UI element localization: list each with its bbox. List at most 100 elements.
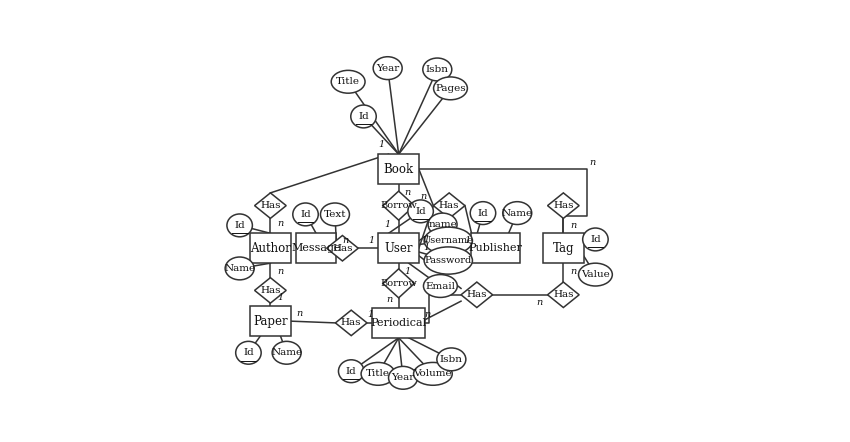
Text: Id: Id — [300, 210, 311, 219]
Text: n: n — [386, 295, 392, 304]
Ellipse shape — [434, 77, 468, 100]
FancyBboxPatch shape — [471, 233, 520, 263]
Text: 1: 1 — [384, 220, 391, 229]
Text: Has: Has — [553, 201, 574, 210]
Text: Author: Author — [250, 242, 291, 255]
Text: 1: 1 — [423, 235, 430, 244]
Polygon shape — [461, 282, 493, 308]
Ellipse shape — [227, 214, 252, 237]
Text: Value: Value — [581, 270, 609, 279]
Text: Book: Book — [383, 163, 414, 175]
FancyBboxPatch shape — [543, 233, 584, 263]
Text: 1: 1 — [368, 236, 375, 245]
Text: Volume: Volume — [414, 370, 452, 378]
Polygon shape — [326, 236, 358, 261]
Text: Text: Text — [324, 210, 346, 219]
Text: Pages: Pages — [435, 84, 466, 93]
Ellipse shape — [422, 58, 452, 81]
Polygon shape — [382, 191, 415, 220]
Text: n: n — [277, 219, 283, 228]
Ellipse shape — [579, 263, 612, 286]
Polygon shape — [336, 310, 367, 335]
Text: n: n — [570, 221, 576, 230]
Polygon shape — [434, 193, 465, 218]
Polygon shape — [255, 193, 286, 218]
Text: Title: Title — [336, 77, 360, 86]
Text: Isbn: Isbn — [439, 355, 463, 364]
Ellipse shape — [272, 341, 301, 364]
Text: name: name — [428, 220, 457, 229]
Text: n: n — [342, 236, 348, 245]
Ellipse shape — [361, 362, 395, 385]
Text: Has: Has — [439, 201, 459, 210]
Ellipse shape — [424, 227, 473, 255]
Text: Paper: Paper — [253, 315, 287, 328]
Text: n: n — [536, 298, 543, 307]
Text: n: n — [424, 310, 431, 320]
Text: Year: Year — [391, 373, 415, 382]
Text: Id: Id — [478, 209, 489, 217]
Ellipse shape — [235, 341, 261, 364]
Text: Name: Name — [271, 348, 303, 357]
Polygon shape — [255, 278, 286, 303]
Text: Borrow: Borrow — [380, 201, 417, 210]
Ellipse shape — [338, 360, 364, 383]
Text: 1: 1 — [405, 267, 411, 275]
Text: Has: Has — [341, 318, 361, 328]
Ellipse shape — [225, 257, 254, 280]
Text: Email: Email — [425, 282, 456, 290]
Text: n: n — [405, 187, 411, 197]
Text: Id: Id — [243, 348, 254, 357]
Text: 1: 1 — [367, 310, 374, 320]
Ellipse shape — [373, 57, 402, 80]
Text: Name: Name — [502, 209, 533, 217]
Polygon shape — [382, 269, 415, 298]
Text: n: n — [590, 158, 596, 167]
FancyBboxPatch shape — [378, 233, 419, 263]
Text: Has: Has — [467, 290, 487, 299]
Text: Id: Id — [346, 367, 357, 376]
Ellipse shape — [292, 203, 318, 226]
Text: Message: Message — [292, 243, 341, 253]
Ellipse shape — [320, 203, 349, 226]
Text: Title: Title — [366, 370, 390, 378]
Text: n: n — [421, 192, 427, 202]
Ellipse shape — [470, 202, 496, 225]
Text: Isbn: Isbn — [426, 65, 449, 74]
Ellipse shape — [414, 362, 452, 385]
Text: 1: 1 — [378, 140, 384, 149]
Ellipse shape — [351, 105, 377, 128]
Polygon shape — [547, 282, 579, 308]
Text: Borrow: Borrow — [380, 279, 417, 288]
Ellipse shape — [583, 228, 608, 251]
Ellipse shape — [332, 70, 365, 93]
Ellipse shape — [437, 348, 466, 371]
Text: Id: Id — [416, 207, 426, 216]
Text: Id: Id — [235, 221, 245, 230]
Text: n: n — [297, 309, 303, 318]
Text: Has: Has — [260, 201, 281, 210]
Ellipse shape — [502, 202, 532, 225]
Text: n: n — [570, 267, 576, 275]
FancyBboxPatch shape — [250, 306, 291, 336]
Text: Year: Year — [376, 64, 399, 72]
Text: Periodical: Periodical — [371, 318, 427, 328]
Text: Has: Has — [260, 286, 281, 295]
Text: 1: 1 — [464, 236, 470, 245]
Ellipse shape — [408, 200, 434, 223]
Text: User: User — [384, 242, 413, 255]
Text: Has: Has — [332, 244, 353, 253]
Text: Id: Id — [358, 112, 369, 121]
Ellipse shape — [423, 274, 457, 297]
Ellipse shape — [428, 213, 457, 236]
Text: Tag: Tag — [552, 242, 574, 255]
Text: n: n — [277, 267, 283, 275]
Text: Username: Username — [422, 236, 473, 245]
Text: Id: Id — [590, 235, 601, 244]
FancyBboxPatch shape — [250, 233, 291, 263]
Ellipse shape — [388, 366, 417, 389]
FancyBboxPatch shape — [371, 308, 426, 338]
Text: Password: Password — [425, 256, 472, 265]
Text: Publisher: Publisher — [468, 243, 522, 253]
Text: Has: Has — [553, 290, 574, 299]
